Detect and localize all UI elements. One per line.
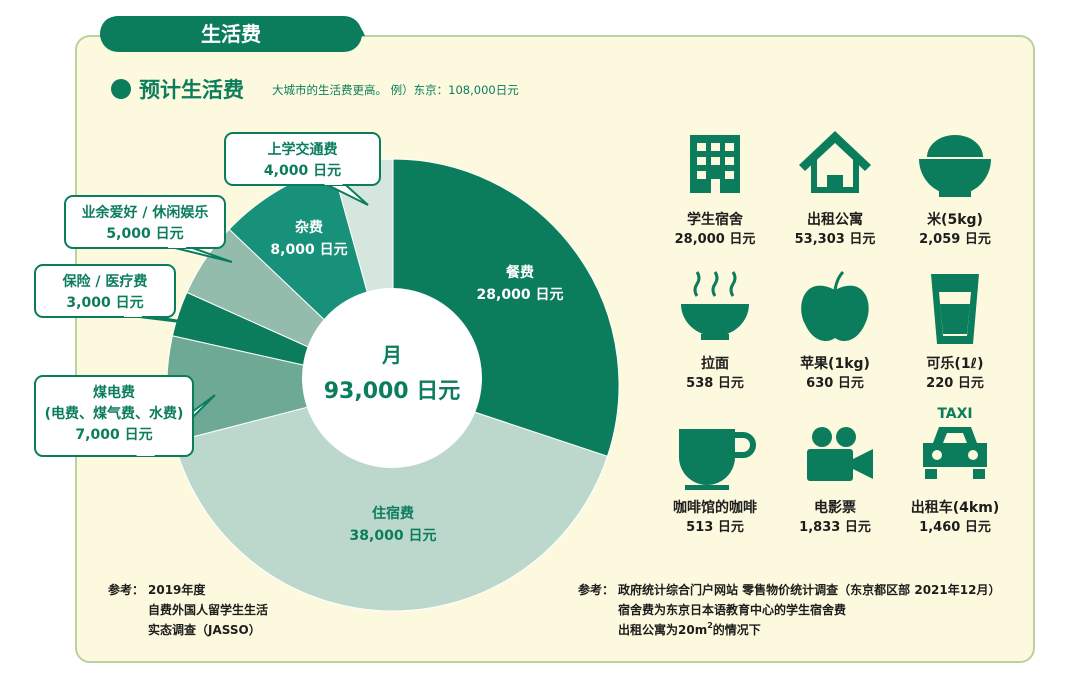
item-label: 拉面	[701, 355, 729, 372]
note-head: 参考：	[108, 582, 144, 597]
item-price: 1,833 日元	[799, 520, 871, 535]
pie-slice	[173, 384, 609, 612]
callout-label: 上学交通费	[268, 141, 338, 158]
callout-box	[34, 264, 176, 318]
callout-label: 煤电费	[93, 384, 135, 401]
item-price: 28,000 日元	[675, 232, 756, 247]
slice-value: 38,000 日元	[350, 528, 437, 544]
slice-value: 28,000 日元	[477, 287, 564, 303]
slice-value: 8,000 日元	[270, 242, 347, 258]
callout-box	[224, 132, 381, 186]
item-price: 513 日元	[686, 520, 744, 535]
item-price: 538 日元	[686, 376, 744, 391]
item-label: 出租车(4km)	[911, 499, 999, 516]
callout-value: 3,000 日元	[66, 295, 143, 311]
callout-box	[34, 375, 194, 457]
item-texts: 学生宿舍 28,000 日元 出租公寓 53,303 日元 米(5kg) 2,059 日元…	[673, 211, 999, 535]
tab-text: 生活费	[201, 22, 261, 46]
icons	[679, 131, 991, 490]
item-label: 可乐(1ℓ)	[926, 355, 983, 372]
note-line: 实态调查（JASSO）	[148, 622, 261, 637]
callout-value: 7,000 日元	[75, 427, 152, 443]
note-line: 政府统计综合门户网站 零售物价统计调查（东京都区部 2021年12月）	[618, 582, 1000, 597]
slice-label: 住宿费	[372, 505, 414, 522]
item-price: 1,460 日元	[919, 520, 991, 535]
item-price: 53,303 日元	[795, 232, 876, 247]
note-line: 宿舍费为东京日本语教育中心的学生宿舍费	[618, 602, 846, 617]
note-part: 的情况下	[713, 622, 761, 637]
callout-value: 5,000 日元	[106, 226, 183, 242]
slice-label: 杂费	[295, 219, 323, 236]
item-price: 220 日元	[926, 376, 984, 391]
note-line: 自费外国人留学生生活	[148, 602, 268, 617]
note-head: 参考：	[578, 582, 614, 597]
tab-bg	[100, 16, 362, 52]
item-label: 学生宿舍	[687, 211, 744, 228]
callout-value: 4,000 日元	[264, 163, 341, 179]
callout-note: (电费、煤气费、水费)	[45, 405, 184, 422]
callout-tail	[166, 245, 233, 263]
item-price: 630 日元	[806, 376, 864, 391]
item-label: 出租公寓	[807, 211, 863, 228]
note-part: 出租公寓为20m	[618, 622, 707, 637]
note-sup: 2	[707, 621, 713, 630]
callout-label: 业余爱好 / 休闲娱乐	[82, 204, 209, 221]
center-label: 93,000 日元	[324, 379, 461, 404]
note-line: 2019年度	[148, 582, 206, 597]
item-label: 电影票	[814, 499, 856, 516]
icon-text: TAXI	[937, 406, 972, 422]
pie-hole	[302, 288, 482, 468]
item-label: 苹果(1kg)	[800, 355, 870, 372]
item-label: 咖啡馆的咖啡	[673, 499, 757, 516]
slice-label: 餐费	[505, 264, 534, 281]
item-label: 米(5kg)	[927, 211, 983, 228]
note-line: 出租公寓为20m2的情况下	[618, 621, 761, 637]
notes: 参考： 2019年度 自费外国人留学生生活 实态调查（JASSO） 参考： 政府…	[108, 582, 1000, 637]
callout-tail	[323, 182, 369, 206]
item-price: 2,059 日元	[919, 232, 991, 247]
section-title: 预计生活费	[139, 78, 244, 102]
callout-box	[64, 195, 226, 249]
center-title: 月	[381, 343, 402, 367]
callout-label: 保险 / 医疗费	[62, 273, 148, 290]
subtitle: 大城市的生活费更高。 例）东京：108,000日元	[272, 83, 519, 97]
bullet	[111, 79, 131, 99]
